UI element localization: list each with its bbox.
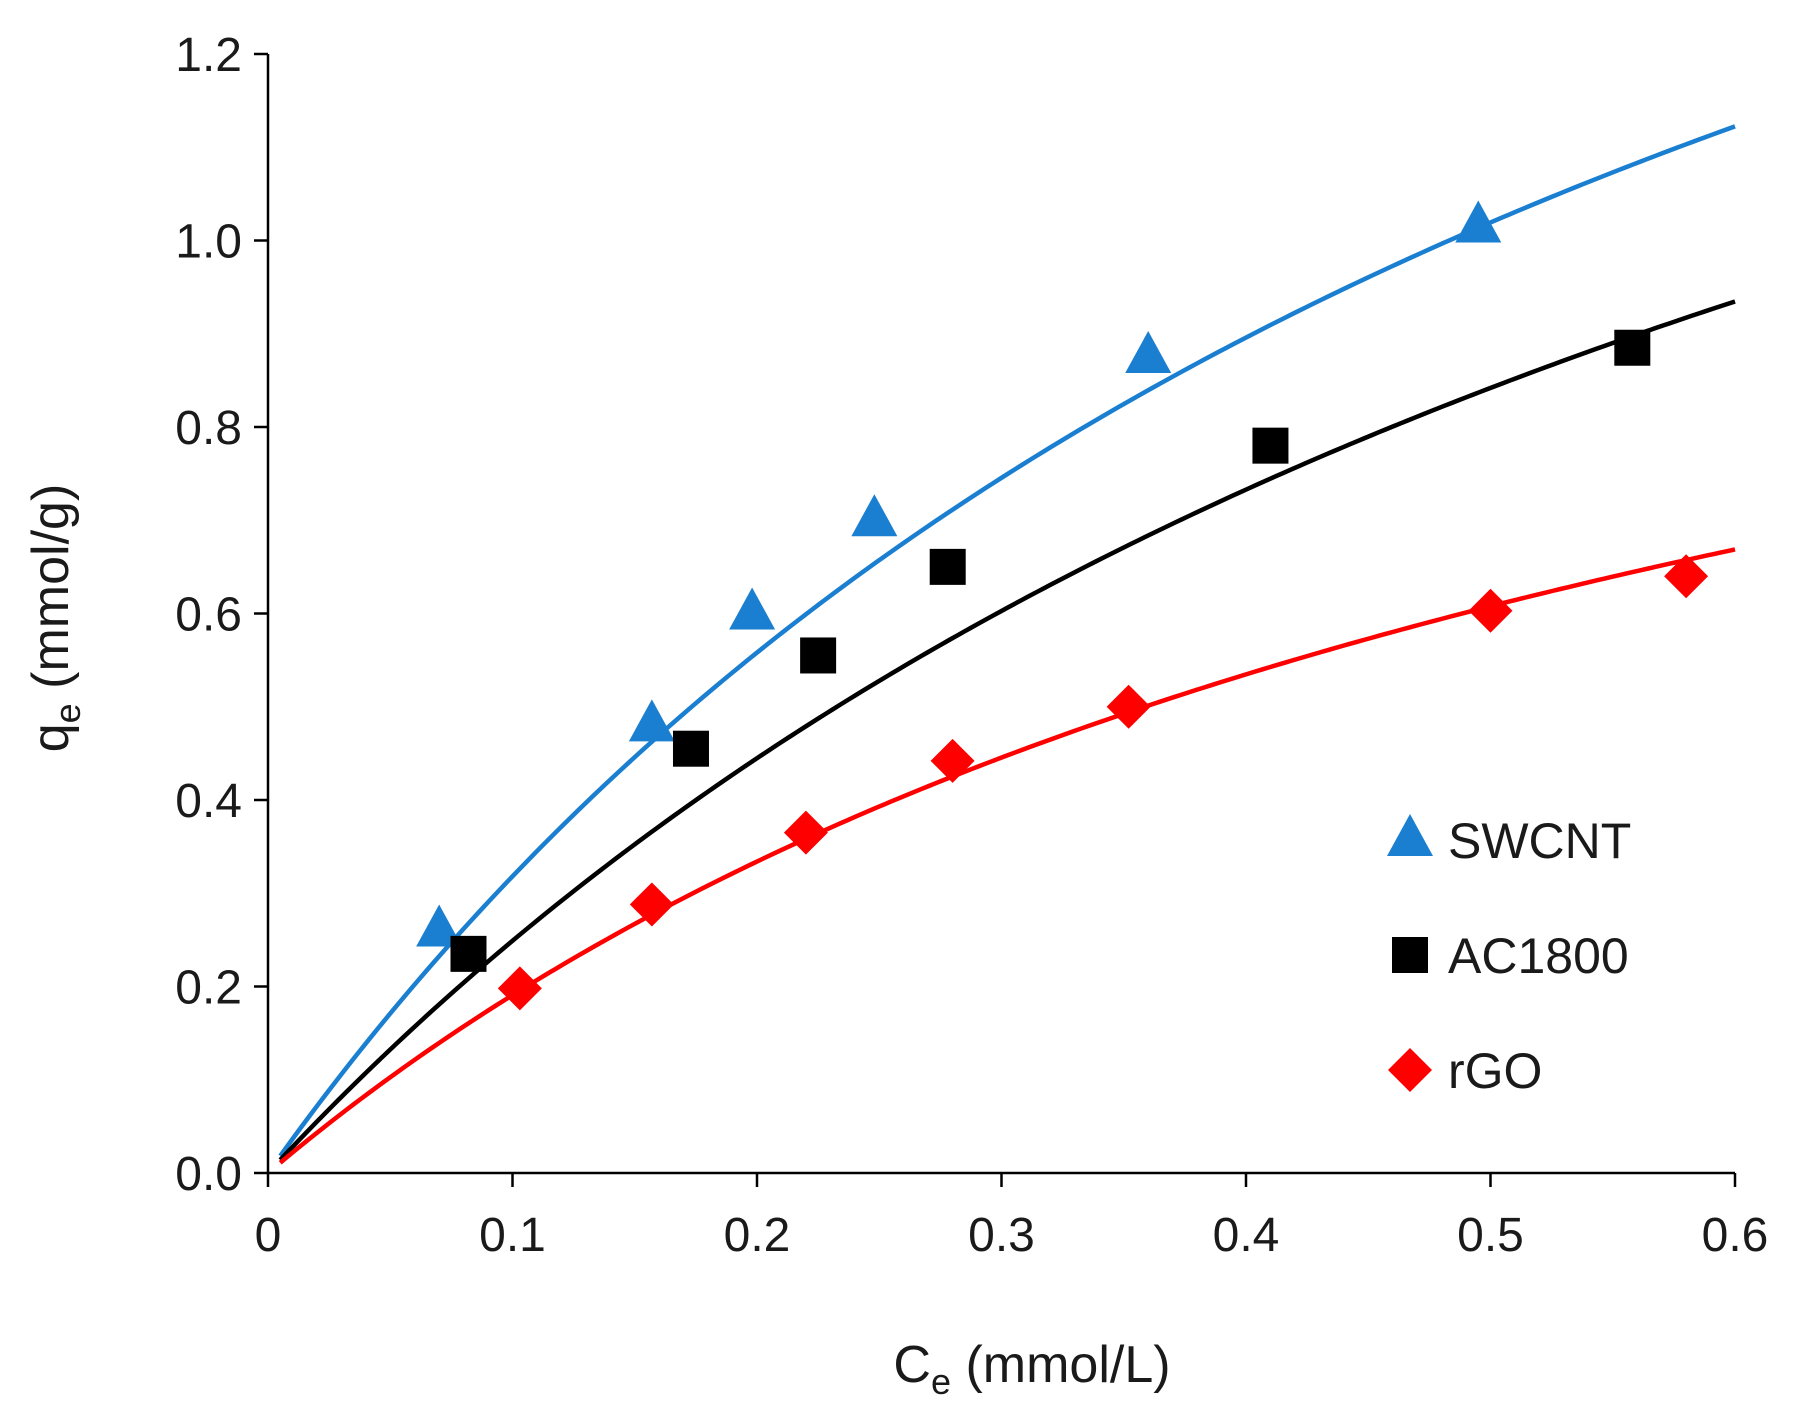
data-point-rgo	[1664, 554, 1709, 599]
data-point-swcnt	[729, 587, 776, 630]
legend: SWCNT AC1800 rGO	[1387, 813, 1631, 1099]
fit-line-ac1800	[278, 299, 1736, 1162]
y-tick-label: 0.8	[175, 402, 242, 455]
y-tick-label: 0.4	[175, 775, 242, 828]
data-point-ac1800	[800, 637, 837, 674]
y-tick-label: 0.0	[175, 1148, 242, 1201]
y-tick-labels: 0.0 0.2 0.4 0.6 0.8 1.0 1.2	[175, 29, 242, 1201]
x-tick-label: 0	[255, 1209, 282, 1262]
legend-marker-rgo	[1388, 1048, 1432, 1092]
data-point-rgo	[497, 966, 542, 1011]
data-markers	[416, 200, 1709, 1011]
x-tick-label: 0.4	[1213, 1209, 1280, 1262]
legend-marker-swcnt	[1387, 813, 1433, 856]
data-point-rgo	[1468, 588, 1513, 633]
x-tick-labels: 0 0.1 0.2 0.3 0.4 0.5 0.6	[255, 1209, 1769, 1262]
data-point-rgo	[1106, 684, 1151, 729]
x-axis-title: Ce (mmol/L)	[893, 1336, 1170, 1402]
data-point-swcnt	[851, 494, 898, 537]
y-tick-label: 1.2	[175, 29, 242, 82]
y-tick-label: 0.2	[175, 962, 242, 1015]
y-tick-label: 1.0	[175, 216, 242, 269]
x-tick-label: 0.6	[1702, 1209, 1769, 1262]
data-point-swcnt	[1125, 331, 1172, 374]
data-point-ac1800	[929, 548, 966, 585]
y-tick-label: 0.6	[175, 589, 242, 642]
y-axis-title: qe (mmol/g)	[22, 484, 88, 753]
data-point-ac1800	[1252, 427, 1289, 464]
legend-marker-ac1800	[1392, 937, 1428, 973]
data-point-ac1800	[1614, 329, 1651, 366]
legend-label-swcnt: SWCNT	[1448, 813, 1631, 869]
fit-curves	[278, 124, 1736, 1165]
data-point-ac1800	[450, 935, 487, 972]
x-tick-label: 0.2	[724, 1209, 791, 1262]
axes	[254, 52, 1737, 1187]
data-point-swcnt	[1455, 200, 1502, 243]
data-point-ac1800	[672, 730, 709, 767]
x-tick-label: 0.1	[479, 1209, 546, 1262]
data-point-rgo	[930, 738, 975, 783]
data-point-rgo	[629, 882, 674, 927]
x-tick-label: 0.3	[968, 1209, 1035, 1262]
legend-label-ac1800: AC1800	[1448, 928, 1629, 984]
fit-line-swcnt	[278, 124, 1736, 1158]
data-point-swcnt	[628, 699, 675, 742]
data-point-rgo	[783, 810, 828, 855]
legend-label-rgo: rGO	[1448, 1043, 1542, 1099]
x-tick-label: 0.5	[1457, 1209, 1524, 1262]
